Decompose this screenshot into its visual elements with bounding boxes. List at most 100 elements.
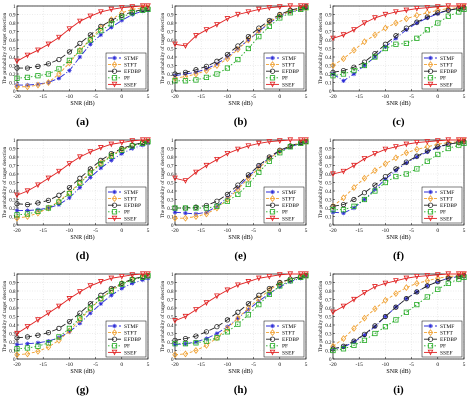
point-stft [214,204,220,212]
point-efdbp [424,14,430,20]
point-stft [372,167,378,175]
y-tick-label: 0.8 [167,156,174,161]
point-ssef [455,271,462,278]
point-pf [119,147,125,153]
legend-marker-efdbp [111,336,118,342]
legend-marker-stmf [270,55,275,61]
series-line-pf [332,8,465,77]
point-ssef [461,271,467,278]
point-stmf [330,71,336,77]
y-tick-label: 0.1 [9,349,16,354]
point-ssef [276,138,283,144]
point-pf [351,68,357,74]
point-ssef [393,144,399,150]
x-tick-label: -10 [66,228,74,234]
x-tick-label: 0 [436,362,439,368]
axes-frame [174,139,307,226]
legend-label: SSEF [124,350,137,356]
y-tick-label: 0 [171,358,174,363]
point-efdbp [214,324,220,330]
legend-marker-stft [269,329,276,337]
point-stmf [193,339,199,345]
legend-label: EFDBP [124,203,141,209]
point-pf [193,77,199,83]
point-pf [403,40,409,47]
point-pf [14,346,20,352]
legend-marker-ssef [111,81,118,88]
point-efdbp [87,32,93,38]
point-stmf [109,25,114,30]
legend-marker-stmf [112,55,117,61]
point-stft [330,202,336,210]
y-tick-label: 0.2 [167,341,174,346]
y-tick-label: 0.5 [9,315,16,320]
x-tick-label: -15 [198,94,206,100]
point-pf [303,139,309,145]
x-tick-label: 0 [120,228,123,234]
point-stmf [145,141,151,146]
point-pf [393,41,399,47]
legend-marker-ssef [269,81,276,88]
point-ssef [97,279,104,285]
point-efdbp [330,69,336,75]
point-stft [330,62,336,69]
point-efdbp [56,325,62,331]
point-pf [256,301,262,308]
point-stmf [246,174,251,179]
point-pf [108,21,114,27]
point-ssef [182,43,189,50]
point-pf [145,6,151,12]
point-stft [382,160,389,168]
point-stmf [119,286,124,291]
series-line-stmf [174,7,307,77]
point-stft [340,194,347,202]
point-stmf [98,32,104,38]
y-tick-label: 1 [13,273,16,278]
legend-marker-pf [269,343,276,349]
y-axis-label: The probability of target detection [1,147,8,218]
point-efdbp [224,317,230,323]
point-pf [66,57,72,64]
legend-label: PF [440,210,446,216]
axes-frame [16,5,149,92]
point-efdbp [414,289,420,295]
axes-frame [174,5,307,92]
x-tick-label: -10 [224,228,232,234]
point-stmf [256,29,262,34]
panel-label: (d) [76,250,90,262]
y-tick-label: 0 [13,358,16,363]
point-stmf [425,283,430,289]
point-ssef [461,137,467,144]
point-efdbp [98,292,104,298]
point-pf [372,54,378,60]
y-tick-label: 0.5 [9,181,16,186]
x-tick-label: -20 [13,94,21,100]
point-pf [382,179,389,186]
legend-label: STFT [124,331,137,337]
x-tick-label: -10 [224,94,232,100]
point-efdbp [193,333,199,339]
legend-label: PF [440,76,446,82]
point-efdbp [182,69,189,75]
point-ssef [424,139,431,145]
point-efdbp [435,10,441,16]
legend-label: EFDBP [282,337,299,343]
point-efdbp [340,202,347,208]
point-ssef [330,35,336,42]
y-tick-label: 0.8 [325,290,332,295]
point-stmf [98,165,104,171]
point-pf [330,73,336,79]
point-efdbp [224,51,230,58]
point-stmf [119,18,124,23]
point-stft [435,274,441,282]
point-ssef [66,296,73,302]
legend-marker-efdbp [111,202,118,208]
point-pf [214,71,220,77]
point-pf [87,305,93,311]
y-tick-label: 0.2 [167,207,174,212]
x-tick-label: -10 [224,362,232,368]
point-stmf [277,148,282,154]
y-tick-label: 0.5 [167,315,174,320]
